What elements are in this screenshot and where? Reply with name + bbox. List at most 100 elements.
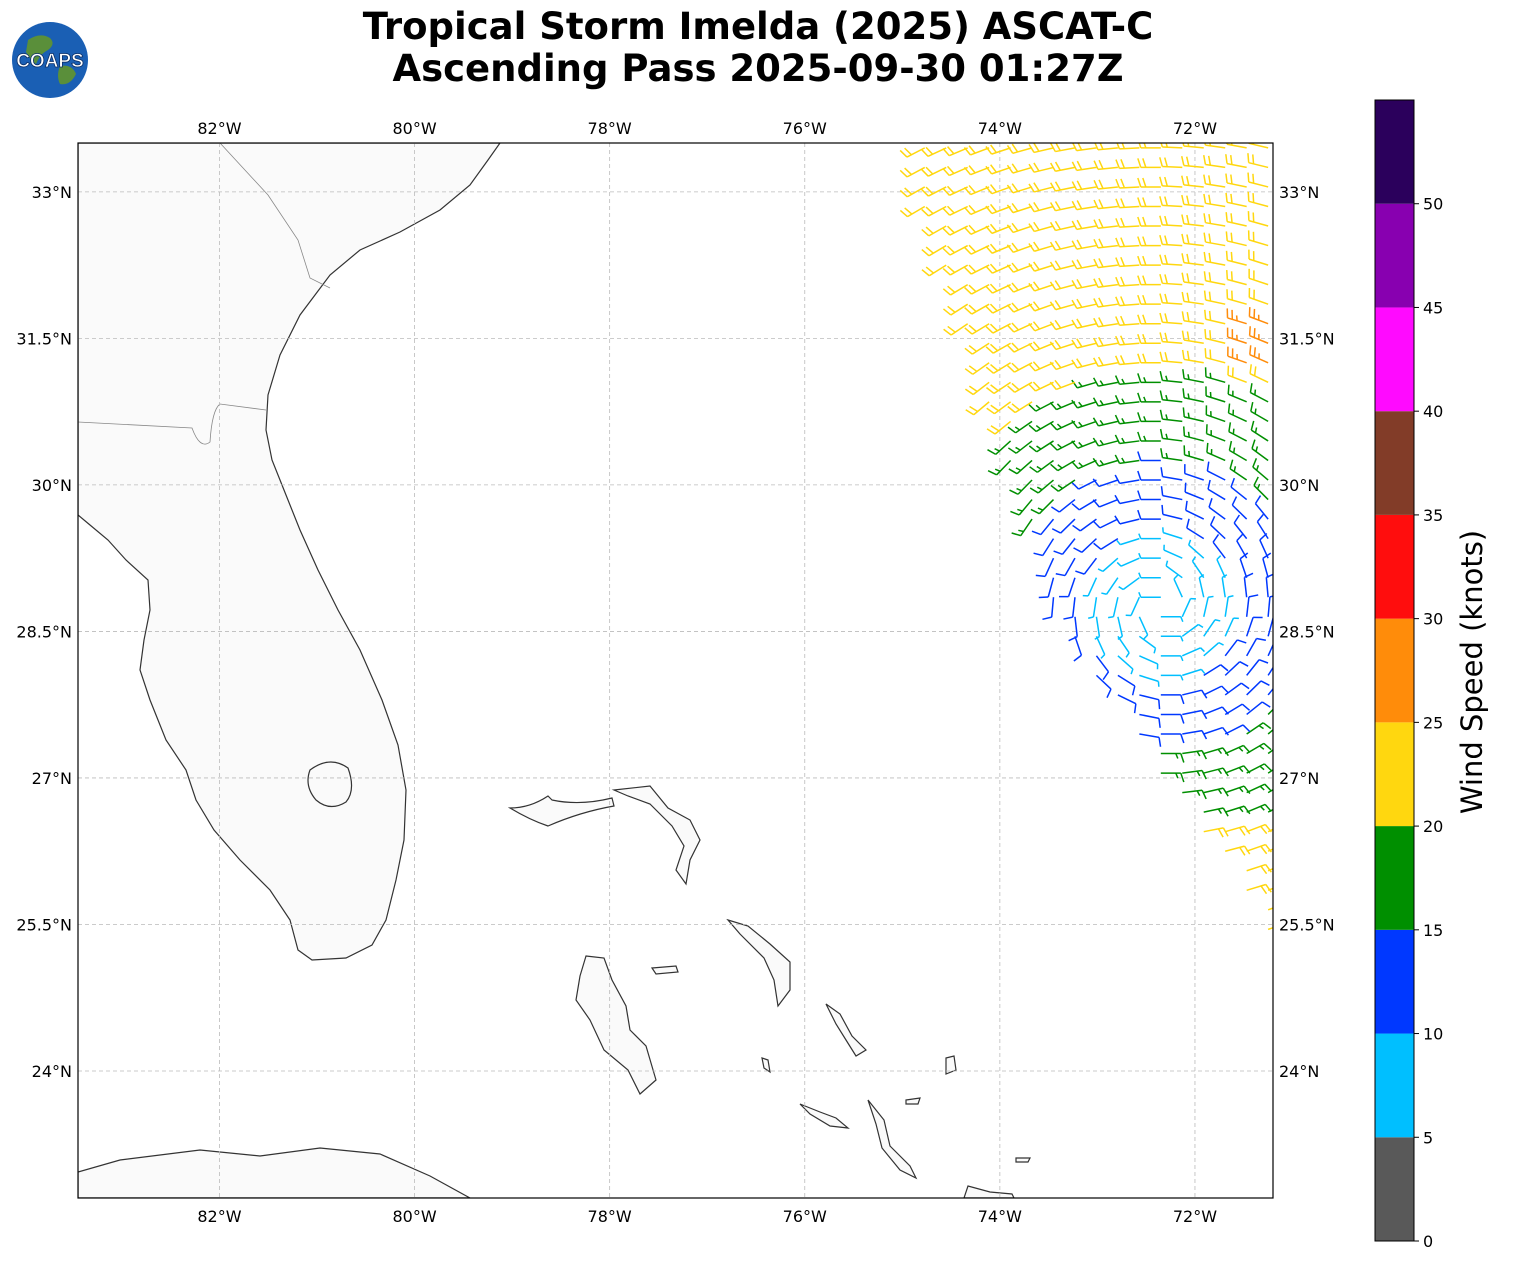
wind-barb: [1182, 143, 1204, 149]
wind-barb: [1093, 199, 1118, 210]
wind-barb: [1224, 765, 1251, 774]
wind-barb: [987, 459, 1012, 476]
wind-barb: [1159, 293, 1183, 305]
wind-barb: [1212, 533, 1226, 559]
wind-barb: [1071, 498, 1097, 511]
wind-barb: [1116, 143, 1140, 150]
wind-barb: [921, 205, 947, 217]
wind-barb: [1203, 271, 1226, 286]
lon-tick-label: 82°W: [197, 119, 241, 138]
colorbar-tick-label: 20: [1423, 817, 1443, 836]
wind-barb: [1184, 482, 1205, 501]
wind-barb: [1204, 309, 1226, 325]
wind-barb: [1248, 287, 1269, 305]
wind-barb: [1226, 327, 1247, 344]
wind-barb: [1246, 803, 1272, 813]
wind-barb: [1181, 214, 1204, 227]
wind-barb: [1160, 467, 1183, 481]
wind-barb: [1203, 193, 1226, 208]
wind-barb: [985, 283, 1011, 294]
wind-barb: [1267, 708, 1273, 715]
wind-barb: [1227, 384, 1247, 403]
lat-tick-label: 27°N: [1279, 769, 1319, 788]
wind-barb: [1181, 253, 1204, 266]
wind-barb: [964, 303, 990, 315]
wind-barb: [963, 224, 990, 235]
wind-barb: [1055, 557, 1076, 577]
wind-barb: [1246, 680, 1270, 696]
longitude-ticks: 82°W 82°W 80°W 80°W 78°W 78°W 76°W 76°W 74°W 74°W…: [197, 119, 1217, 1226]
wind-barb: [1006, 322, 1033, 333]
wind-barb: [1246, 783, 1272, 794]
wind-barb: [1267, 769, 1273, 774]
colorbar-bin: [1375, 618, 1414, 723]
lat-tick-label: 24°N: [1279, 1062, 1319, 1081]
wind-barb: [985, 323, 1011, 334]
wind-barb: [1205, 424, 1226, 442]
wind-barb: [1246, 763, 1272, 774]
wind-barb: [1159, 312, 1183, 325]
colorbar-tick-label: 40: [1423, 402, 1443, 421]
wind-barb: [1247, 143, 1269, 149]
wind-barb: [1159, 254, 1183, 266]
wind-barb: [1108, 597, 1119, 619]
wind-barb: [1225, 250, 1247, 266]
wind-barb: [1114, 375, 1140, 385]
wind-barb: [1088, 597, 1098, 619]
wind-barb: [1203, 641, 1224, 657]
wind-barb: [1028, 401, 1054, 412]
wind-barb: [1137, 236, 1161, 247]
land-exuma: [799, 1103, 850, 1129]
wind-barb: [1182, 689, 1208, 699]
gridlines: [78, 143, 1273, 1198]
wind-barb: [1137, 177, 1161, 188]
wind-barb: [1249, 383, 1269, 403]
lon-tick-label: 80°W: [392, 1207, 436, 1226]
wind-barb: [1246, 722, 1272, 735]
wind-barb: [1115, 198, 1140, 209]
wind-barb: [1247, 230, 1269, 247]
wind-barb: [1225, 845, 1251, 856]
wind-barb: [1138, 635, 1157, 654]
wind-barb: [1265, 573, 1273, 598]
wind-barb: [1114, 355, 1140, 366]
wind-barb: [1028, 361, 1054, 372]
wind-barb: [1093, 356, 1119, 367]
wind-barb: [985, 144, 1011, 155]
wind-barb: [1092, 437, 1119, 447]
logo-text: COAPS: [16, 51, 84, 72]
wind-barb: [1071, 160, 1097, 172]
wind-barb: [1227, 403, 1247, 423]
lat-tick-label: 27°N: [32, 769, 72, 788]
wind-barb: [1225, 231, 1247, 247]
wind-barb: [1188, 539, 1205, 559]
wind-barb: [1038, 577, 1055, 599]
wind-barb: [1159, 428, 1183, 442]
wind-barb: [1160, 448, 1183, 462]
wind-barb: [1137, 470, 1161, 481]
wind-barb: [1137, 490, 1161, 501]
wind-barb: [1163, 544, 1183, 559]
lon-tick-label: 78°W: [588, 1207, 632, 1226]
wind-barb: [1028, 261, 1054, 272]
map-frame: [77, 142, 1274, 1199]
wind-barb: [1160, 486, 1183, 501]
wind-barb: [1093, 317, 1119, 328]
wind-barb: [1137, 275, 1161, 286]
wind-barb: [1267, 728, 1273, 735]
wind-barb: [1028, 241, 1054, 252]
wind-barb: [1180, 156, 1204, 169]
wind-barbs: [899, 143, 1273, 931]
wind-barb: [1186, 518, 1205, 540]
wind-barb: [1160, 143, 1183, 149]
wind-barb: [985, 303, 1011, 314]
wind-barb: [1267, 867, 1273, 872]
wind-barb: [1182, 709, 1208, 720]
title-line-2: Ascending Pass 2025-09-30 01:27Z: [392, 47, 1124, 90]
land-small-cay: [905, 1097, 921, 1105]
land-cuba-east: [963, 1185, 1015, 1198]
wind-barb: [1182, 407, 1204, 423]
wind-barb: [1117, 616, 1124, 640]
wind-barb: [1231, 496, 1248, 520]
wind-barb: [1028, 381, 1054, 392]
